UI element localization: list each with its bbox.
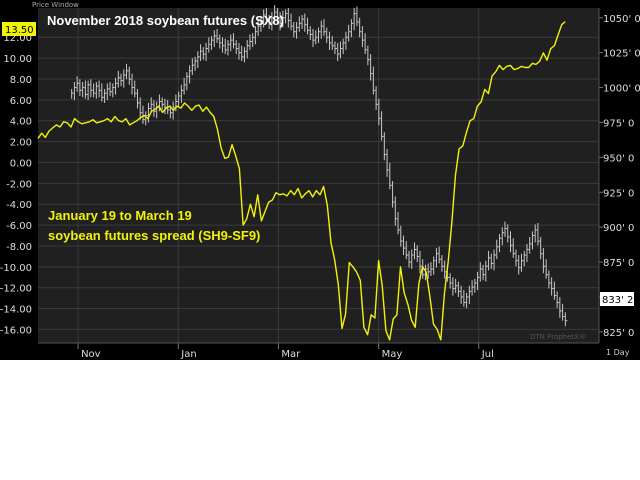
spread-last-value-badge: 13.50 [2,22,36,36]
y-left-tick-label: -12.00 [0,284,32,295]
price-chart-window[interactable]: 12.00 10.00 8.00 6.00 4.00 2.00 0.00 -2.00 -4.00… [0,0,640,360]
y-left-tick-label: -8.00 [6,242,32,253]
x-tick-label: Mar [281,349,301,360]
price-window-label: Price Window [32,1,79,9]
y-left-tick-label: -16.00 [0,325,32,336]
spread-badge-background [2,22,36,36]
y-right-tick-label: 1000' 0 [603,84,640,95]
y-right-tick-label: 975' 0 [603,118,634,129]
spread-annotation-line-2: soybean futures spread (SH9-SF9) [48,228,260,243]
futures-last-value-badge: 833' 2 [600,292,634,306]
series-layer [37,5,568,341]
y-left-tick-label: 0.00 [10,158,32,169]
period-label[interactable]: 1 Day [606,348,630,357]
spread-annotation-line-1: January 19 to March 19 [48,208,192,223]
chart-canvas[interactable]: 12.00 10.00 8.00 6.00 4.00 2.00 0.00 -2.00 -4.00… [0,0,640,360]
y-left-tick-label: 2.00 [10,138,32,149]
y-left-tick-label: -4.00 [6,200,32,211]
x-tick-label: Jul [481,349,494,360]
plot-area [38,8,599,343]
x-tick-label: May [382,349,403,360]
spread-last-value: 13.50 [5,25,34,36]
y-left-tick-label: 6.00 [10,96,32,107]
y-right-tick-label: 950' 0 [603,153,634,164]
y-left-tick-label: -10.00 [0,263,32,274]
gridlines [38,8,599,343]
spread-line [37,21,566,341]
chart-title: November 2018 soybean futures (SX8) [47,13,284,28]
axis-tick-labels: 12.00 10.00 8.00 6.00 4.00 2.00 0.00 -2.00 -4.00… [0,14,640,360]
y-right-tick-label: 875' 0 [603,258,634,269]
y-left-tick-label: 10.00 [3,54,32,65]
x-tick-label: Jan [180,349,196,360]
y-right-tick-label: 900' 0 [603,223,634,234]
futures-last-value: 833' 2 [602,295,633,306]
x-tick-label: Nov [81,349,101,360]
futures-badge-background [600,292,634,306]
y-left-tick-label: 12.00 [3,33,32,44]
y-right-tick-label: 1050' 0 [603,14,640,25]
y-left-tick-label: 4.00 [10,117,32,128]
y-left-tick-label: 8.00 [10,75,32,86]
y-left-tick-label: -2.00 [6,179,32,190]
y-left-tick-label: -14.00 [0,305,32,316]
y-left-tick-label: -6.00 [6,221,32,232]
y-right-tick-label: 1025' 0 [603,49,640,60]
y-right-tick-label: 925' 0 [603,188,634,199]
y-right-tick-label: 825' 0 [603,328,634,339]
watermark: DTN ProphetX® [530,333,586,341]
